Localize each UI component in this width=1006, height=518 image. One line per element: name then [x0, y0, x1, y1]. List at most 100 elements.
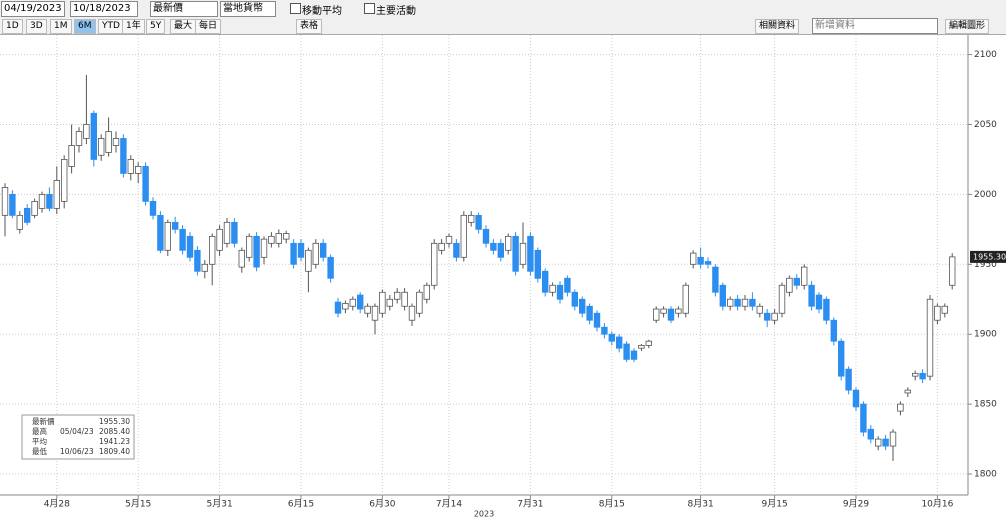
candle-body — [401, 291, 408, 307]
candle-body — [268, 235, 275, 244]
candle-body — [830, 319, 837, 342]
period-button[interactable]: 1M — [50, 19, 72, 34]
candle-body — [845, 368, 852, 391]
candle-body — [616, 336, 623, 349]
period-button[interactable]: 6M — [74, 19, 96, 34]
period-button[interactable]: YTD — [98, 19, 124, 34]
related-button[interactable]: 相關資料 — [755, 19, 800, 34]
candle-body — [534, 249, 541, 279]
y-tick-label: 2000 — [974, 190, 997, 200]
candle-body — [9, 193, 16, 216]
candle-body — [134, 166, 142, 174]
candle-body — [638, 344, 645, 349]
period-button[interactable]: 1年 — [122, 19, 145, 34]
candle-body — [282, 233, 290, 240]
candle-body — [297, 242, 305, 258]
end-date[interactable]: 10/18/2023 — [70, 1, 138, 17]
candle-body — [475, 214, 482, 230]
candle-body — [179, 228, 186, 251]
candle-body — [364, 305, 371, 314]
candle-body — [949, 256, 956, 286]
candle-body — [719, 284, 726, 307]
candle-body — [527, 235, 534, 272]
candle-body — [408, 305, 416, 321]
x-tick-label: 8月31 — [688, 499, 714, 510]
legend-date: 05/04/23 — [60, 427, 94, 436]
candle-body — [675, 308, 682, 314]
candle-body — [867, 428, 874, 440]
candle-body — [504, 235, 512, 251]
candle-body — [312, 242, 319, 265]
x-tick-label: 9月29 — [843, 499, 869, 510]
candle-body — [690, 252, 697, 265]
candle-body — [201, 263, 208, 272]
x-tick-label: 5月31 — [207, 499, 233, 510]
last-price-label: 1955.30 — [973, 252, 1006, 261]
candle-body — [379, 291, 386, 314]
candle-body — [482, 228, 490, 244]
frequency[interactable]: 每日 — [195, 19, 222, 34]
candle-body — [445, 235, 453, 244]
candle-body — [105, 131, 112, 153]
checkbox[interactable] — [290, 3, 301, 14]
candle-body — [682, 284, 689, 314]
candle-body — [208, 235, 216, 265]
events-label: 主要活動 — [376, 6, 416, 17]
candle-body — [823, 298, 830, 321]
candle-body — [38, 193, 46, 209]
x-axis-label: 2023 — [474, 510, 494, 518]
candle-body — [645, 340, 652, 346]
candle-body — [305, 249, 312, 272]
legend-name: 最低 — [32, 446, 47, 456]
currency-select[interactable]: 當地貨幣 — [220, 1, 276, 17]
candle-body — [68, 145, 75, 167]
candle-body — [556, 284, 564, 300]
candle-body — [356, 294, 364, 310]
y-tick-label: 2050 — [974, 120, 997, 130]
candle-body — [793, 277, 800, 286]
candle-body — [490, 242, 497, 251]
start-date[interactable]: 04/19/2023 — [1, 1, 65, 17]
candle-body — [697, 256, 704, 265]
period-button[interactable]: 最大 — [170, 19, 197, 34]
period-button[interactable]: 5Y — [146, 19, 166, 34]
candle-body — [194, 249, 201, 272]
legend-name: 最高 — [32, 426, 47, 436]
candle-body — [808, 284, 815, 307]
candle-body — [749, 298, 756, 307]
edit-button[interactable]: 編輯圖形 — [945, 19, 990, 34]
field-select[interactable]: 最新價 — [150, 1, 218, 17]
candle-body — [734, 298, 741, 307]
candle-body — [571, 291, 578, 307]
candle-body — [704, 261, 712, 265]
x-tick-label: 6月30 — [369, 499, 395, 510]
candle-body — [727, 298, 734, 307]
candle-body — [275, 233, 282, 244]
legend-name: 平均 — [32, 436, 47, 446]
add-data[interactable]: 新增資料 — [812, 18, 938, 34]
candle-body — [586, 305, 593, 321]
period-button[interactable]: 1D — [2, 19, 23, 34]
candle-body — [579, 298, 586, 314]
candle-body — [852, 389, 860, 408]
legend-value: 2085.40 — [99, 427, 130, 436]
candle-body — [430, 242, 438, 286]
checkbox[interactable] — [364, 3, 375, 14]
candle-body — [164, 221, 171, 251]
legend-value: 1941.23 — [99, 437, 130, 446]
candle-body — [467, 214, 475, 223]
candle-body — [926, 298, 934, 377]
candle-body — [53, 180, 60, 209]
candle-body — [223, 221, 231, 244]
x-tick-label: 7月14 — [436, 499, 462, 510]
legend-box — [21, 414, 135, 460]
x-tick-label: 7月31 — [517, 499, 543, 510]
candle-body — [519, 242, 527, 265]
candle-body — [327, 256, 334, 279]
x-tick-label: 4月28 — [44, 499, 70, 510]
period-button[interactable]: 3D — [26, 19, 47, 34]
candle-body — [564, 277, 571, 293]
candle-body — [142, 166, 149, 202]
table-button[interactable]: 表格 — [296, 19, 323, 34]
y-tick-label: 1800 — [974, 470, 997, 480]
